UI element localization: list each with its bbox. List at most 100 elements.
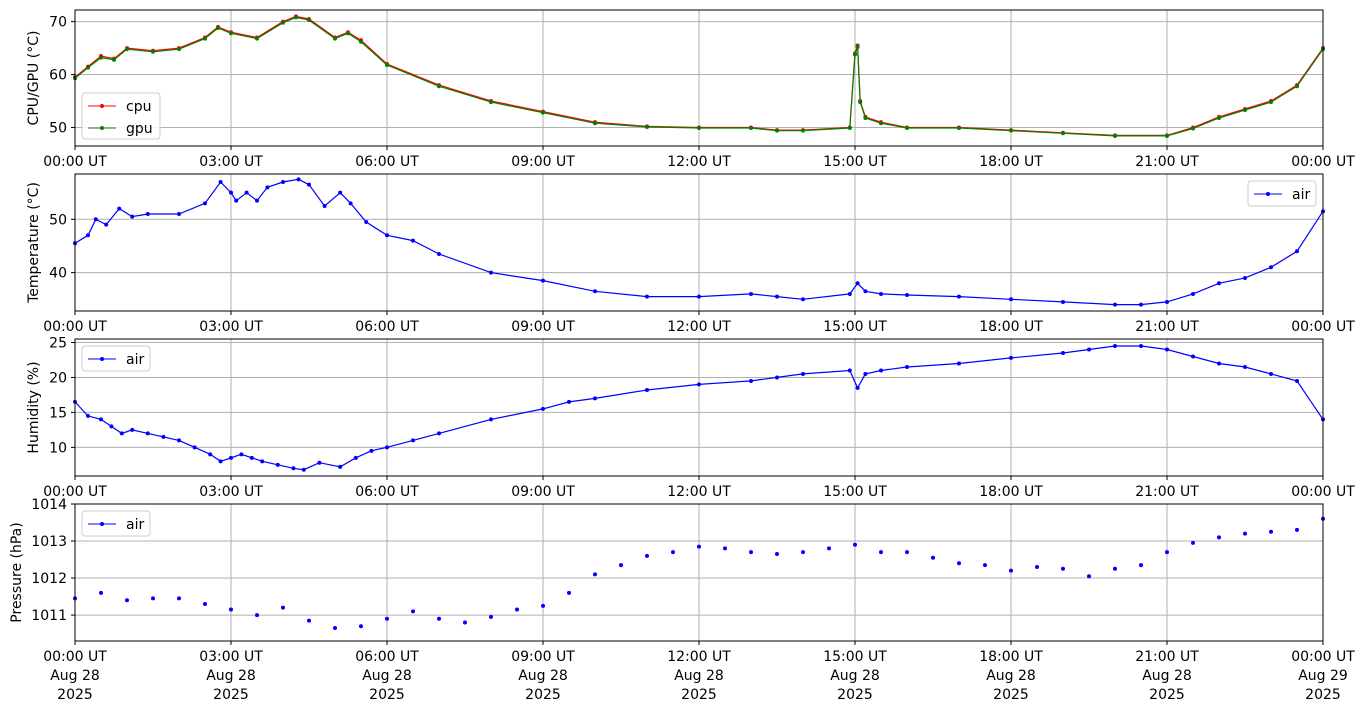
- data-point-gpu: [125, 47, 129, 52]
- data-point-air: [244, 190, 249, 195]
- y-axis-label: Humidity (%): [26, 361, 42, 453]
- data-point-air: [192, 445, 197, 450]
- data-point-air: [1061, 350, 1065, 355]
- legend-label-cpu: cpu: [126, 99, 151, 115]
- data-point-air: [229, 607, 233, 612]
- data-point-air: [801, 297, 805, 302]
- data-point-gpu: [86, 65, 90, 70]
- data-point-gpu: [112, 57, 116, 62]
- data-point-air: [307, 618, 311, 623]
- data-point-air: [847, 291, 852, 296]
- data-point-gpu: [749, 126, 753, 131]
- x-tick-label: 2025: [57, 687, 93, 703]
- y-axis-label: CPU/GPU (°C): [26, 31, 42, 126]
- data-point-air: [1009, 297, 1013, 302]
- data-point-air: [1191, 291, 1195, 296]
- data-point-air: [177, 438, 181, 443]
- data-point-air: [593, 289, 597, 294]
- data-point-air: [855, 281, 860, 286]
- data-point-air: [1191, 540, 1195, 545]
- data-point-air: [1009, 568, 1013, 573]
- data-point-air: [1009, 355, 1013, 360]
- x-tick-label: 00:00 UT: [1291, 154, 1355, 170]
- x-tick-label: 00:00 UT: [1291, 649, 1355, 665]
- x-tick-label: 12:00 UT: [667, 154, 731, 170]
- x-tick-label: 09:00 UT: [511, 319, 575, 335]
- x-tick-label: 00:00 UT: [1291, 484, 1355, 500]
- x-tick-label: 2025: [1305, 687, 1341, 703]
- data-point-air: [645, 553, 649, 558]
- data-point-air: [957, 294, 961, 299]
- x-tick-label: 00:00 UT: [43, 319, 107, 335]
- data-point-air: [697, 382, 701, 387]
- data-point-air: [879, 291, 883, 296]
- x-tick-label: 2025: [369, 687, 405, 703]
- data-point-air: [957, 561, 961, 566]
- x-tick-label: 00:00 UT: [43, 154, 107, 170]
- legend-marker-air: [1266, 192, 1270, 196]
- data-point-air: [1035, 564, 1039, 569]
- y-tick-label: 10: [49, 440, 67, 456]
- data-point-air: [208, 452, 213, 457]
- panel-3: 10 15 20 25 00:00 UT 03:00 UT 06:00 UT 09:00 UT…: [26, 335, 1355, 500]
- legend-label-air: air: [126, 352, 144, 368]
- data-point-air: [1269, 371, 1273, 376]
- data-point-air: [697, 544, 701, 549]
- data-point-air: [1165, 347, 1169, 352]
- data-point-air: [411, 438, 415, 443]
- data-point-gpu: [957, 126, 961, 131]
- data-point-air: [827, 546, 831, 551]
- x-tick-label: 2025: [681, 687, 717, 703]
- data-point-air: [1139, 563, 1143, 568]
- data-point-air: [317, 460, 322, 465]
- y-tick-label: 25: [49, 335, 67, 351]
- data-point-air: [957, 361, 961, 366]
- x-tick-label: 12:00 UT: [667, 649, 731, 665]
- x-tick-label: 21:00 UT: [1135, 484, 1199, 500]
- x-tick-label: 2025: [1149, 687, 1185, 703]
- x-tick-label: 12:00 UT: [667, 319, 731, 335]
- legend-label-air: air: [126, 517, 144, 533]
- data-point-air: [385, 233, 389, 238]
- x-tick-label: Aug 28: [674, 668, 724, 684]
- data-point-air: [125, 598, 129, 603]
- x-tick-label: Aug 28: [362, 668, 412, 684]
- y-tick-label: 20: [49, 370, 67, 386]
- data-point-air: [645, 388, 649, 393]
- data-point-air: [541, 603, 545, 608]
- data-point-air: [1269, 265, 1273, 270]
- x-tick-label: 21:00 UT: [1135, 649, 1199, 665]
- data-point-air: [489, 614, 493, 619]
- x-tick-label: 06:00 UT: [355, 649, 419, 665]
- x-tick-label: Aug 28: [206, 668, 256, 684]
- data-point-gpu: [203, 36, 207, 41]
- x-tick-label: 21:00 UT: [1135, 154, 1199, 170]
- data-point-air: [541, 406, 545, 411]
- data-point-air: [218, 459, 223, 464]
- x-tick-label: 18:00 UT: [979, 649, 1043, 665]
- x-tick-label: 06:00 UT: [355, 484, 419, 500]
- x-tick-label: 00:00 UT: [1291, 319, 1355, 335]
- data-point-gpu: [645, 124, 649, 129]
- data-point-gpu: [847, 126, 852, 131]
- data-point-air: [1139, 343, 1143, 348]
- data-point-air: [1217, 361, 1221, 366]
- x-tick-label: 09:00 UT: [511, 484, 575, 500]
- data-point-air: [333, 626, 337, 631]
- data-point-air: [86, 233, 90, 238]
- data-point-gpu: [99, 55, 103, 60]
- data-point-air: [645, 294, 649, 299]
- data-point-air: [291, 466, 296, 471]
- x-tick-label: 15:00 UT: [823, 154, 887, 170]
- data-point-gpu: [775, 128, 779, 133]
- x-tick-label: 00:00 UT: [43, 649, 107, 665]
- x-tick-label: 18:00 UT: [979, 484, 1043, 500]
- data-point-air: [1087, 574, 1091, 579]
- data-point-air: [437, 251, 441, 256]
- data-point-air: [853, 542, 857, 547]
- data-point-air: [109, 424, 114, 429]
- data-point-air: [348, 201, 353, 206]
- data-point-gpu: [858, 100, 863, 105]
- data-point-gpu: [1113, 133, 1117, 138]
- data-point-air: [515, 607, 519, 612]
